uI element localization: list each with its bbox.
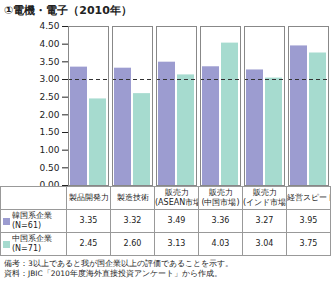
- html-text:2.60: 2.60: [123, 239, 142, 248]
- html-text:(N=61): (N=61): [12, 221, 42, 230]
- html-text:3.04: 3.04: [255, 239, 274, 248]
- html-text:3.36: 3.36: [211, 216, 230, 225]
- html-text:(N=71): (N=71): [12, 244, 42, 253]
- svg-text:2.50: 2.50: [39, 92, 59, 102]
- svg-text:4.50: 4.50: [39, 21, 59, 31]
- html-text:中国系企業: 中国系企業: [12, 234, 52, 243]
- html-text:韓国系企業: 韓国系企業: [12, 211, 52, 220]
- html-text:製品開発力: 製品開発力: [68, 193, 109, 202]
- html-text:3.27: 3.27: [255, 216, 274, 225]
- html-text:4.03: 4.03: [211, 239, 230, 248]
- html-text:(中国市場): (中国市場): [201, 198, 240, 207]
- html-text:3.75: 3.75: [299, 239, 318, 248]
- html-text:3.35: 3.35: [79, 216, 98, 225]
- svg-text:1.50: 1.50: [39, 127, 59, 137]
- html-text:3.95: 3.95: [299, 216, 318, 225]
- svg-text:0.00: 0.00: [39, 180, 59, 186]
- html-text:備考：3以上であると我が国企業以上の評価であることを示す。: 備考：3以上であると我が国企業以上の評価であることを示す。: [4, 259, 233, 268]
- html-text:販売力: 販売力: [164, 188, 189, 197]
- html-text:①電機・電子（2010年）: ①電機・電子（2010年）: [4, 4, 132, 17]
- svg-text:3.50: 3.50: [39, 57, 59, 67]
- html-text:資料：JBIC「2010年度海外直接投資アンケート」から作成: 資料：JBIC「2010年度海外直接投資アンケート」から作成。: [4, 269, 222, 278]
- svg-text:0.50: 0.50: [39, 163, 59, 173]
- svg-text:3.00: 3.00: [39, 74, 59, 84]
- svg-text:1.00: 1.00: [39, 145, 59, 155]
- html-text:2.45: 2.45: [79, 239, 98, 248]
- html-text:3.49: 3.49: [167, 216, 186, 225]
- html-text:製造技術: 製造技術: [116, 193, 149, 202]
- svg-text:2.00: 2.00: [39, 110, 59, 120]
- html-text:3.13: 3.13: [167, 239, 186, 248]
- html-text:販売力: 販売力: [252, 188, 277, 197]
- svg-text:4.00: 4.00: [39, 39, 59, 49]
- html-text:3.32: 3.32: [123, 216, 142, 225]
- html-text:販売力: 販売力: [208, 188, 233, 197]
